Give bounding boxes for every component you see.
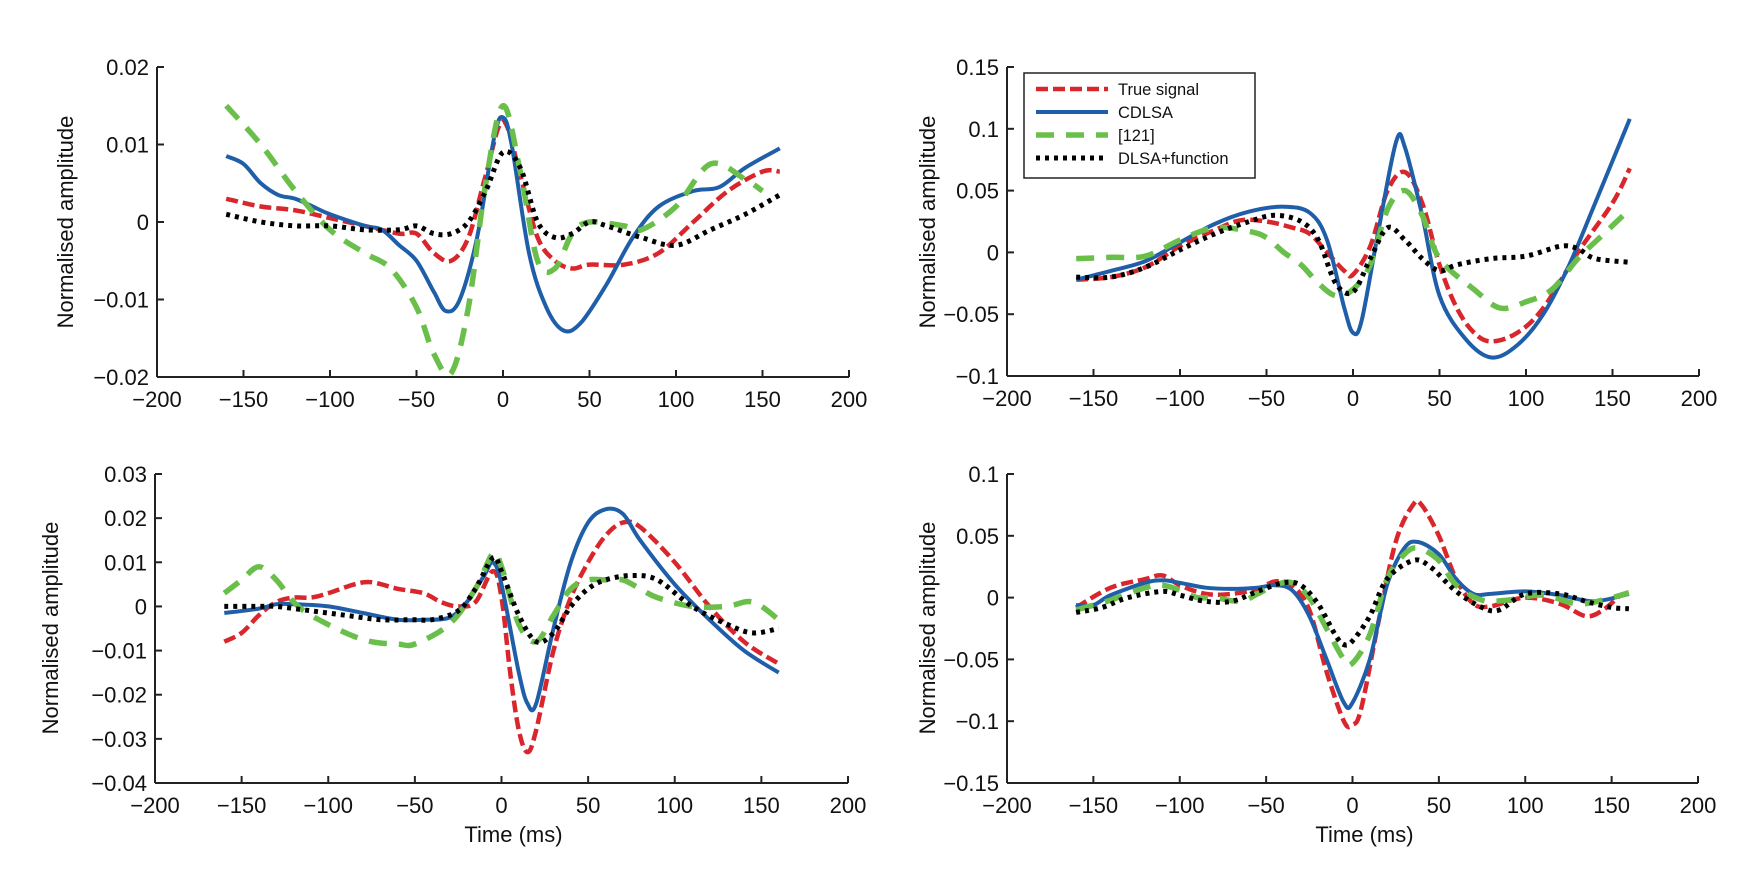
x-tick-label: −150: [217, 793, 267, 818]
legend-item: True signal: [1036, 81, 1199, 99]
x-tick-label: 200: [831, 387, 868, 412]
x-tick-label: 100: [1508, 386, 1545, 411]
legend-item: DLSA+function: [1036, 150, 1229, 168]
y-tick-label: −0.02: [93, 365, 149, 390]
panel-top-right: −0.1 −0.05 0 0.05 0.1 0.15 −200 −150 −100 −50 0 50 1…: [915, 55, 1717, 411]
x-tick-label: 0: [1346, 793, 1358, 818]
y-tick-label: −0.01: [91, 639, 147, 664]
series-line-dlsa-function: [1075, 557, 1630, 648]
panel-bottom-left: −0.04 −0.03 −0.02 −0.01 0 0.01 0.02 0.03 −200 −15…: [38, 462, 866, 847]
series-line-cdlsa: [224, 506, 780, 713]
series-line-121: [222, 549, 781, 649]
legend: True signal CDLSA [121] DLSA+function: [1023, 72, 1256, 179]
y-tick-label: −0.01: [93, 288, 149, 313]
y-tick-label: 0.1: [968, 117, 999, 142]
series-line-dlsa-function: [224, 554, 780, 645]
y-tick-label: 0.01: [106, 133, 149, 158]
y-tick-label: −0.05: [943, 302, 999, 327]
y-tick-label: 0.02: [104, 506, 147, 531]
x-tick-label: −50: [396, 793, 433, 818]
series-line-true-signal: [223, 519, 780, 755]
x-tick-label: 100: [658, 387, 695, 412]
x-tick-label: −100: [303, 793, 353, 818]
x-tick-label: 50: [577, 387, 601, 412]
x-tick-label: −200: [982, 386, 1032, 411]
y-tick-label: 0.1: [968, 462, 999, 487]
y-tick-label: 0.01: [104, 550, 147, 575]
y-tick-label: −0.04: [91, 771, 147, 796]
x-tick-label: 150: [744, 387, 781, 412]
y-tick-label: −0.1: [956, 709, 999, 734]
x-tick-label: 200: [1681, 386, 1718, 411]
series-line-true-signal: [1076, 167, 1632, 344]
panel-bottom-right: −0.15 −0.1 −0.05 0 0.05 0.1 −200 −150 −100 −50 0 50…: [915, 462, 1716, 847]
series-line-121: [224, 102, 765, 378]
panel-top-left: −0.02 −0.01 0 0.01 0.02 −200 −150 −100 −50 0 50 100…: [53, 55, 867, 412]
y-tick-label: −0.15: [943, 771, 999, 796]
legend-label: DLSA+function: [1118, 150, 1229, 168]
y-tick-label: 0.03: [104, 462, 147, 487]
y-tick-label: −0.03: [91, 727, 147, 752]
legend-label: True signal: [1118, 81, 1199, 99]
y-axis-title: Normalised amplitude: [915, 522, 940, 735]
x-tick-label: −50: [1248, 386, 1285, 411]
x-tick-label: 100: [1507, 793, 1544, 818]
x-tick-label: −200: [130, 793, 180, 818]
x-tick-label: −50: [1247, 793, 1284, 818]
x-tick-label: 150: [1593, 793, 1630, 818]
y-tick-label: 0.05: [956, 179, 999, 204]
x-tick-label: 200: [1680, 793, 1717, 818]
series-line-true-signal: [1074, 498, 1622, 730]
x-tick-label: 200: [830, 793, 867, 818]
x-tick-label: 0: [497, 387, 509, 412]
y-tick-label: 0: [137, 210, 149, 235]
x-tick-label: 150: [743, 793, 780, 818]
legend-label: [121]: [1118, 127, 1155, 145]
y-axis-title: Normalised amplitude: [53, 116, 78, 329]
series-line-121: [1075, 545, 1630, 668]
series-line-dlsa-function: [1076, 212, 1631, 297]
x-tick-label: −150: [1069, 386, 1119, 411]
x-tick-label: −100: [1155, 793, 1205, 818]
x-tick-label: 0: [1347, 386, 1359, 411]
x-tick-label: −150: [1069, 793, 1119, 818]
x-tick-label: −200: [132, 387, 182, 412]
x-tick-label: 100: [656, 793, 693, 818]
x-tick-label: 50: [576, 793, 600, 818]
series-line-121: [1076, 187, 1632, 312]
y-tick-label: 0.15: [956, 55, 999, 80]
y-tick-label: 0: [987, 586, 999, 611]
y-axis-title: Normalised amplitude: [915, 116, 940, 329]
y-axis-title: Normalised amplitude: [38, 522, 63, 735]
x-tick-label: −100: [305, 387, 355, 412]
y-tick-label: −0.02: [91, 683, 147, 708]
x-tick-label: −200: [982, 793, 1032, 818]
x-tick-label: 150: [1594, 386, 1631, 411]
y-tick-label: 0.05: [956, 524, 999, 549]
legend-item: CDLSA: [1036, 104, 1173, 122]
y-tick-label: 0: [135, 594, 147, 619]
series-line-cdlsa: [1076, 539, 1630, 711]
x-axis-title: Time (ms): [1315, 822, 1413, 847]
series-line-dlsa-function: [225, 148, 782, 248]
legend-label: CDLSA: [1118, 104, 1173, 122]
legend-item: [121]: [1036, 127, 1155, 145]
x-tick-label: −100: [1155, 386, 1205, 411]
x-tick-label: −50: [398, 387, 435, 412]
x-tick-label: 50: [1427, 793, 1451, 818]
y-tick-label: 0: [987, 240, 999, 265]
x-tick-label: 0: [495, 793, 507, 818]
x-axis-title: Time (ms): [464, 822, 562, 847]
y-tick-label: −0.1: [956, 364, 999, 389]
y-tick-label: 0.02: [106, 55, 149, 80]
series-line-true-signal: [225, 118, 781, 271]
y-tick-label: −0.05: [943, 647, 999, 672]
x-tick-label: 50: [1427, 386, 1451, 411]
x-tick-label: −150: [219, 387, 269, 412]
